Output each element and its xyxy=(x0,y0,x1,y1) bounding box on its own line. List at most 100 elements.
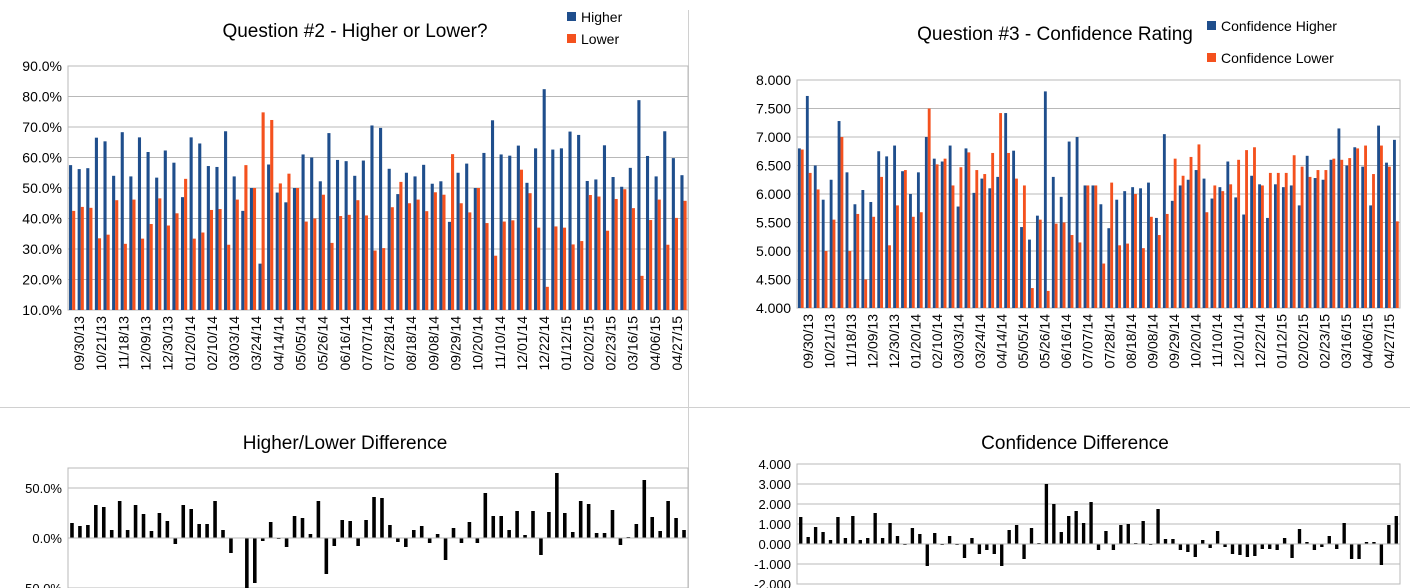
bar-confidence-higher xyxy=(1170,200,1174,308)
bar-confidence-higher xyxy=(1004,113,1008,308)
bar-confidence-lower xyxy=(1395,221,1399,308)
x-tick-label: 04/06/15 xyxy=(1360,314,1376,369)
bar-confidence-lower xyxy=(1268,172,1272,308)
bar-difference xyxy=(1327,536,1331,544)
bar-confidence-lower xyxy=(816,189,820,308)
chart-title: Higher/Lower Difference xyxy=(243,433,448,454)
bar-difference xyxy=(813,527,818,544)
bar-higher xyxy=(482,152,486,310)
bar-higher xyxy=(112,175,116,310)
y-tick-label: 40.0% xyxy=(22,211,62,227)
bar-difference xyxy=(1022,544,1026,559)
bar-confidence-lower xyxy=(1118,245,1122,308)
chart-title: Question #3 - Confidence Rating xyxy=(917,24,1193,45)
bar-higher xyxy=(456,172,460,310)
bar-lower xyxy=(227,244,231,310)
bar-higher xyxy=(628,167,632,310)
bar-difference xyxy=(674,518,678,538)
bar-lower xyxy=(588,195,592,310)
bar-confidence-higher xyxy=(893,145,897,308)
bar-lower xyxy=(209,209,214,310)
bar-confidence-lower xyxy=(1372,174,1375,308)
x-tick-label: 02/10/14 xyxy=(204,316,220,371)
bar-confidence-higher xyxy=(797,148,801,308)
bar-difference xyxy=(570,532,575,538)
bar-confidence-lower xyxy=(1308,176,1312,308)
bar-lower xyxy=(657,199,661,310)
y-tick-label: 80.0% xyxy=(22,89,62,105)
bar-confidence-higher xyxy=(853,204,857,308)
bar-lower xyxy=(537,227,541,310)
legend-label: Lower xyxy=(581,31,619,47)
bar-confidence-higher xyxy=(1059,196,1063,308)
x-tick-label: 01/20/14 xyxy=(182,316,198,371)
x-tick-label: 05/26/14 xyxy=(1037,314,1053,369)
bar-lower xyxy=(141,238,145,310)
bar-lower xyxy=(115,200,119,310)
bar-higher xyxy=(559,148,563,310)
bar-confidence-lower xyxy=(896,205,899,308)
bar-lower xyxy=(313,218,317,310)
y-tick-label: 30.0% xyxy=(22,241,62,257)
bar-difference xyxy=(419,526,424,538)
bar-confidence-higher xyxy=(1313,178,1317,308)
bar-confidence-lower xyxy=(1364,145,1367,308)
bar-higher xyxy=(620,186,624,310)
bar-confidence-higher xyxy=(869,201,873,308)
bar-lower xyxy=(666,244,670,310)
bar-lower xyxy=(614,198,618,310)
x-tick-label: 12/22/14 xyxy=(1252,314,1268,369)
bar-confidence-higher xyxy=(1186,179,1190,308)
bar-difference xyxy=(578,501,583,538)
bar-lower xyxy=(580,241,584,310)
y-tick-label: 6.000 xyxy=(756,186,791,202)
bar-confidence-higher xyxy=(1147,182,1150,308)
x-tick-label: 12/09/13 xyxy=(864,314,880,369)
bar-confidence-higher xyxy=(1258,184,1261,308)
bar-difference xyxy=(610,510,615,538)
bar-higher xyxy=(172,162,176,310)
bar-confidence-higher xyxy=(956,206,960,308)
bar-confidence-higher xyxy=(1131,187,1135,308)
bar-lower xyxy=(158,198,162,310)
legend-swatch xyxy=(567,34,576,43)
bar-higher xyxy=(198,143,202,310)
bar-difference xyxy=(427,538,432,543)
bar-difference xyxy=(1119,525,1123,544)
bar-difference xyxy=(483,493,488,538)
x-tick-label: 03/16/15 xyxy=(625,316,641,371)
y-tick-label: 2.000 xyxy=(758,497,791,512)
bar-difference xyxy=(316,501,321,538)
bar-difference xyxy=(70,523,74,538)
bar-confidence-higher xyxy=(1035,215,1039,308)
bar-confidence-higher xyxy=(877,151,881,308)
bar-lower xyxy=(192,238,196,310)
x-tick-label: 01/12/15 xyxy=(1274,314,1290,369)
bar-confidence-lower xyxy=(1276,172,1280,308)
bar-higher xyxy=(508,155,512,310)
x-tick-label: 10/20/14 xyxy=(470,316,486,371)
bar-difference xyxy=(197,524,201,538)
bar-confidence-lower xyxy=(1015,178,1018,308)
bar-confidence-higher xyxy=(1194,170,1198,308)
x-tick-label: 01/12/15 xyxy=(558,316,574,371)
x-tick-label: 04/27/15 xyxy=(669,316,685,371)
bar-difference xyxy=(260,538,265,541)
bar-difference xyxy=(1290,544,1294,558)
bar-difference xyxy=(181,505,186,538)
bar-difference xyxy=(101,507,106,538)
bar-higher xyxy=(86,168,90,310)
bar-higher xyxy=(258,263,262,310)
y-tick-label: 1.000 xyxy=(758,517,791,532)
bar-difference xyxy=(1312,544,1317,550)
bar-difference xyxy=(1208,544,1212,548)
bar-higher xyxy=(137,137,142,310)
bar-confidence-higher xyxy=(909,194,912,308)
bar-confidence-lower xyxy=(1221,191,1225,308)
bar-lower xyxy=(382,248,386,310)
bar-higher xyxy=(241,210,245,310)
bar-difference xyxy=(1372,542,1376,544)
bar-lower xyxy=(166,225,170,310)
bar-difference xyxy=(985,544,989,550)
bar-lower xyxy=(683,200,687,310)
